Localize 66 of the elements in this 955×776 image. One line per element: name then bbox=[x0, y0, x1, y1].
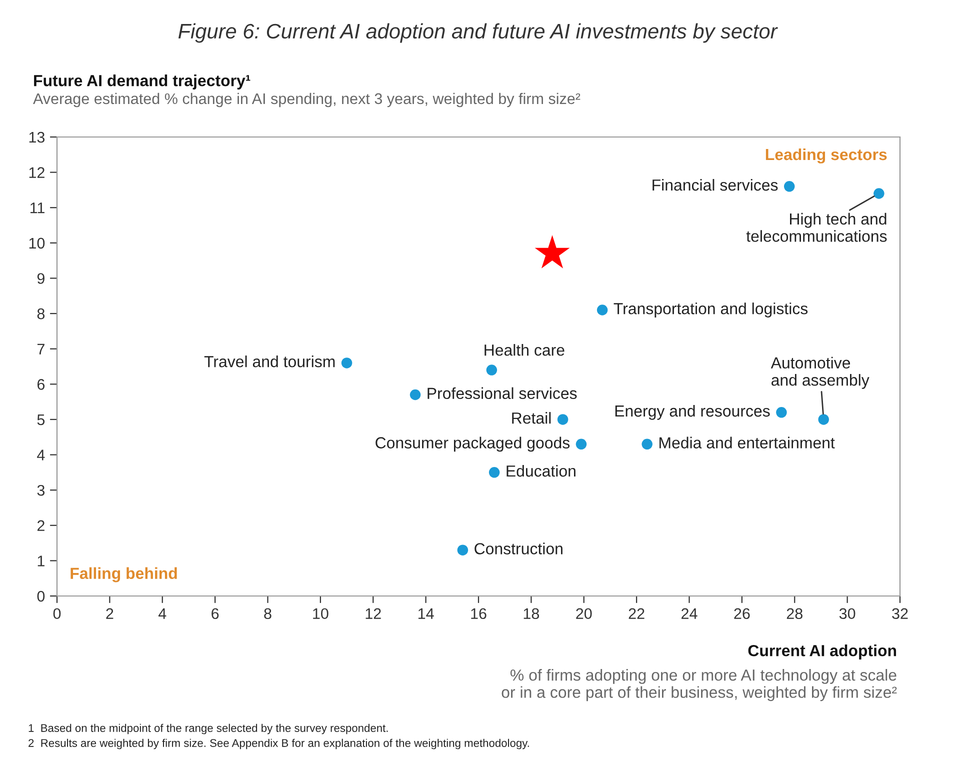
annotation: Education bbox=[506, 464, 576, 477]
x-tick-label: 10 bbox=[313, 608, 328, 620]
x-tick-label: 30 bbox=[839, 608, 856, 620]
x-tick-label: 28 bbox=[786, 608, 802, 620]
annotation: Leading sectors bbox=[766, 148, 887, 164]
x-tick-label: 0 bbox=[53, 608, 61, 620]
annotation: Transportation and logistics bbox=[614, 302, 808, 318]
annotation: High tech and telecommunications bbox=[746, 212, 887, 242]
point bbox=[557, 414, 568, 425]
y-tick-label: 2 bbox=[37, 520, 44, 531]
y-tick-label: 4 bbox=[37, 450, 45, 460]
x-tick-label: 8 bbox=[264, 608, 272, 620]
x-tick-label: 20 bbox=[576, 608, 592, 620]
annotation: Automotive and assembly bbox=[770, 356, 870, 389]
y-tick-label: 9 bbox=[37, 273, 44, 284]
text: % of firms adopting one or more AI technology at scale or in a core part of their business, weighted by firm size² bbox=[502, 669, 897, 702]
point bbox=[486, 364, 498, 376]
annotation: Falling behind bbox=[70, 567, 177, 582]
point bbox=[776, 407, 787, 418]
x-tick-label: 2 bbox=[106, 608, 114, 619]
point bbox=[576, 438, 587, 450]
text: 1 Based on the midpoint of the range selected by the survey respondent. bbox=[28, 724, 388, 734]
annotation: Consumer packaged goods bbox=[376, 436, 570, 452]
y-tick-label: 7 bbox=[37, 344, 44, 354]
y-tick-label: 6 bbox=[37, 379, 45, 390]
x-tick-label: 32 bbox=[892, 608, 908, 620]
point bbox=[784, 181, 795, 192]
x-tick-label: 18 bbox=[524, 608, 540, 620]
point bbox=[410, 389, 421, 400]
point bbox=[457, 544, 468, 556]
x-axis-title: Current AI adoption bbox=[748, 644, 896, 660]
y-tick-label: 12 bbox=[29, 167, 44, 178]
y-tick-label: 11 bbox=[30, 202, 44, 214]
y-tick-label: 3 bbox=[37, 484, 45, 496]
point bbox=[596, 304, 608, 316]
x-tick-label: 4 bbox=[158, 608, 166, 619]
point bbox=[341, 358, 352, 368]
x-tick-label: 26 bbox=[734, 608, 750, 620]
y-tick-label: 5 bbox=[37, 414, 45, 426]
x-tick-label: 22 bbox=[628, 608, 644, 619]
y-tick-label: 1 bbox=[38, 556, 44, 566]
y-axis-title: Future AI demand trajectory¹ bbox=[34, 74, 250, 90]
y-tick-label: 0 bbox=[37, 590, 45, 602]
x-tick-label: 24 bbox=[682, 608, 698, 619]
y-tick-label: 10 bbox=[29, 238, 45, 249]
point bbox=[818, 414, 829, 425]
annotation: Financial services bbox=[652, 178, 778, 191]
text: 2 Results are weighted by firm size. See Appendix B for an explanation of the weighting methodology. bbox=[28, 738, 529, 750]
text: Average estimated % change in AI spending, next 3 years, weighted by firm size² bbox=[33, 92, 580, 108]
x-tick-label: 12 bbox=[366, 608, 381, 619]
x-tick-label: 14 bbox=[418, 608, 434, 619]
x-tick-label: 16 bbox=[471, 608, 486, 620]
annotation: Energy and resources bbox=[615, 404, 770, 420]
y-tick-label: 13 bbox=[29, 132, 45, 143]
point bbox=[488, 467, 500, 478]
annotation: Retail bbox=[512, 412, 551, 424]
annotation: Professional services bbox=[428, 387, 577, 400]
chart-title: Figure 6: Current AI adoption and future AI investments by sector bbox=[178, 23, 778, 43]
annotation: Media and entertainment bbox=[660, 436, 835, 448]
y-tick-label: 8 bbox=[37, 308, 45, 320]
point bbox=[642, 438, 652, 450]
annotation: Construction bbox=[474, 542, 562, 554]
x-tick-label: 6 bbox=[212, 608, 219, 620]
annotation: Travel and tourism bbox=[204, 356, 335, 368]
annotation: Health care bbox=[484, 344, 564, 356]
point bbox=[874, 188, 884, 199]
